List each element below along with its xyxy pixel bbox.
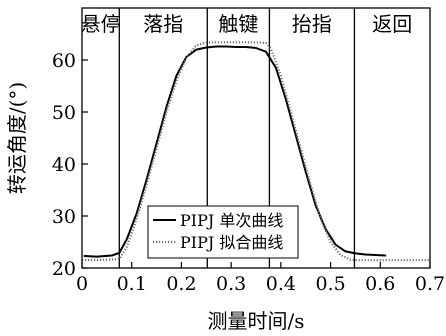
y-tick-label-2: 40 [52, 154, 76, 176]
x-axis-ticks: 0 0.1 0.2 0.3 0.4 0.5 0.6 0.7 [76, 262, 445, 295]
phase-label-0: 悬停 [81, 12, 121, 36]
y-tick-label-4: 60 [52, 50, 76, 72]
x-axis-title: 测量时间/s [207, 309, 304, 333]
x-tick-label-1: 0.1 [117, 273, 147, 295]
series-fit-line [81, 41, 430, 262]
phase-label-4: 返回 [372, 12, 412, 36]
y-tick-label-3: 50 [52, 102, 76, 124]
phase-label-3: 抬指 [292, 12, 332, 36]
y-tick-label-0: 20 [52, 258, 76, 280]
phase-labels: 悬停 落指 触键 抬指 返回 [81, 12, 413, 36]
legend-box [147, 205, 299, 259]
plot-frame [81, 7, 431, 269]
legend-label-single: PIPJ 单次曲线 [180, 211, 283, 230]
phase-label-1: 落指 [143, 12, 183, 36]
x-tick-label-0: 0 [76, 273, 88, 295]
phase-label-2: 触键 [218, 12, 258, 36]
series-layer [81, 41, 430, 262]
x-tick-label-4: 0.4 [266, 273, 296, 295]
series-single-line [83, 45, 387, 258]
legend: PIPJ 单次曲线 PIPJ 拟合曲线 [147, 205, 299, 259]
y-tick-label-1: 30 [52, 206, 76, 228]
legend-label-fit: PIPJ 拟合曲线 [180, 233, 283, 252]
y-axis-title: 转运角度/(°) [5, 82, 29, 194]
y-axis-ticks: 20 30 40 50 60 [52, 50, 88, 280]
x-tick-label-3: 0.3 [216, 273, 246, 295]
x-tick-label-6: 0.6 [365, 273, 395, 295]
x-tick-label-7: 0.7 [415, 273, 445, 295]
x-tick-label-5: 0.5 [315, 273, 345, 295]
x-tick-label-2: 0.2 [166, 273, 196, 295]
